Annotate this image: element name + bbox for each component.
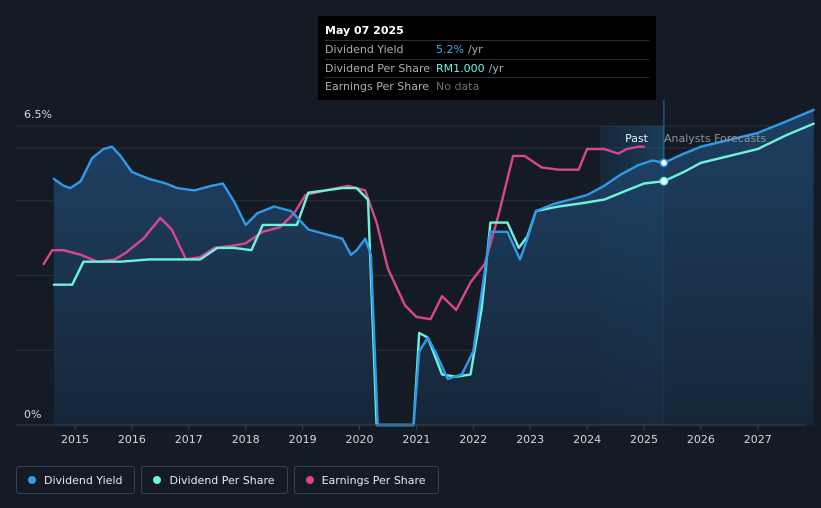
legend-dot-icon [153, 476, 162, 484]
dividend-yield-line [662, 108, 815, 164]
legend-dot-icon [28, 476, 36, 484]
past-label: Past [625, 132, 649, 145]
analysts-forecasts-label: Analysts Forecasts [664, 132, 767, 145]
tooltip-label: Earnings Per Share [325, 80, 430, 93]
dividend-per-share-marker [659, 176, 669, 186]
tooltip-row-earnings-per-share: Earnings Per Share No data [325, 77, 649, 96]
x-tick-label: 2016 [118, 433, 146, 446]
series-lines [42, 108, 815, 427]
tooltip-value: 5.2% [436, 43, 464, 56]
axes: 2015 2016 2017 2018 2019 2020 2021 2022 2023 2024… [16, 108, 805, 446]
legend-earnings-per-share[interactable]: Earnings Per Share [293, 466, 439, 494]
yield-area-fill [663, 109, 814, 426]
legend-label: Earnings Per Share [321, 473, 426, 487]
y-tick-label-max: 6.5% [24, 108, 52, 121]
tooltip-row-dividend-per-share: Dividend Per Share RM1.000/yr [325, 58, 649, 78]
tooltip-row-dividend-yield: Dividend Yield 5.2%/yr [325, 40, 649, 59]
x-tick-label: 2027 [744, 433, 772, 446]
tooltip-value: RM1.000 [436, 61, 485, 75]
x-tick-label: 2021 [402, 433, 430, 446]
tooltip-label: Dividend Per Share [325, 61, 431, 75]
tooltip-date: May 07 2025 [325, 24, 404, 37]
x-tick-label: 2022 [459, 433, 487, 446]
legend-dividend-yield[interactable]: Dividend Yield [16, 466, 136, 494]
series-markers [659, 158, 669, 186]
x-tick-label: 2019 [289, 433, 317, 446]
legend-dividend-per-share[interactable]: Dividend Per Share [141, 466, 288, 494]
x-tick-label: 2018 [232, 433, 260, 446]
tooltip-unit: /yr [467, 43, 483, 56]
tooltip-value: No data [436, 80, 480, 93]
legend-label: Dividend Per Share [169, 473, 275, 487]
tooltip-label: Dividend Yield [325, 43, 404, 56]
hover-tooltip: May 07 2025 Dividend Yield 5.2%/yr Divid… [318, 16, 656, 100]
x-tick-label: 2025 [630, 433, 658, 446]
legend-dot-icon [305, 476, 314, 484]
dividend-yield-line [52, 145, 666, 427]
x-tick-label: 2026 [687, 433, 715, 446]
chart-legend: Dividend Yield Dividend Per Share Earnin… [16, 466, 439, 494]
legend-label: Dividend Yield [44, 473, 123, 487]
yield-area [53, 109, 814, 426]
x-tick-label: 2020 [346, 433, 374, 446]
tooltip-unit: /yr [488, 61, 504, 75]
x-tick-label: 2017 [175, 433, 203, 446]
yield-area-fill [53, 146, 664, 425]
x-tick-label: 2023 [516, 433, 544, 446]
y-tick-label-min: 0% [24, 408, 41, 421]
dividend-per-share-line [662, 122, 815, 183]
earnings-per-share-line [42, 145, 646, 321]
x-tick-label: 2015 [61, 433, 89, 446]
x-tick-label: 2024 [573, 433, 601, 446]
dividend-yield-marker [659, 158, 669, 168]
